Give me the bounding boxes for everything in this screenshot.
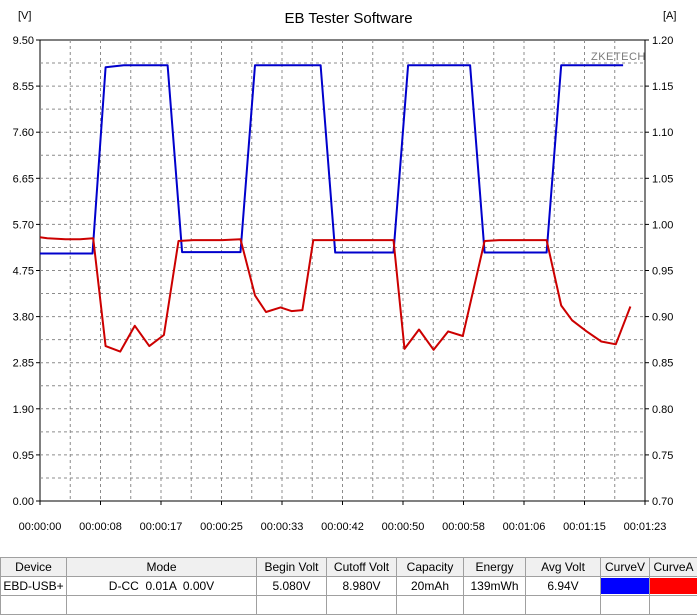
y2-tick-label: 1.10 (652, 127, 673, 139)
y2-tick-label: 1.00 (652, 219, 673, 231)
header-cutoff-volt[interactable]: Cutoff Volt (327, 558, 397, 577)
y2-tick-label: 1.15 (652, 81, 673, 93)
x-tick-label: 00:00:00 (19, 521, 62, 533)
status-header-row: Device Mode Begin Volt Cutoff Volt Capac… (1, 558, 697, 577)
header-capacity[interactable]: Capacity (397, 558, 464, 577)
y-tick-label: 5.70 (13, 219, 34, 231)
cell-begin-volt[interactable]: 5.080V (257, 577, 327, 596)
y-tick-label: 2.85 (13, 358, 34, 370)
header-curve-v[interactable]: CurveV (601, 558, 650, 577)
y-tick-label: 3.80 (13, 312, 34, 324)
status-empty-row (1, 596, 697, 615)
y2-tick-label: 1.05 (652, 173, 673, 185)
x-tick-label: 00:01:06 (503, 521, 546, 533)
cell-cutoff-volt[interactable]: 8.980V (327, 577, 397, 596)
y-tick-label: 7.60 (13, 127, 34, 139)
y2-tick-label: 0.80 (652, 404, 673, 416)
y-tick-label: 6.65 (13, 173, 34, 185)
watermark-text: ZKETECH (591, 51, 646, 63)
y2-tick-label: 0.70 (652, 496, 673, 508)
x-tick-label: 00:00:25 (200, 521, 243, 533)
y2-tick-label: 0.85 (652, 358, 673, 370)
header-device[interactable]: Device (1, 558, 67, 577)
y-tick-label: 4.75 (13, 266, 34, 278)
curve-v-color-swatch[interactable] (601, 577, 650, 596)
x-tick-label: 00:00:42 (321, 521, 364, 533)
status-table: Device Mode Begin Volt Cutoff Volt Capac… (0, 557, 697, 615)
header-begin-volt[interactable]: Begin Volt (257, 558, 327, 577)
header-avg-volt[interactable]: Avg Volt (526, 558, 601, 577)
chart-svg: 9.50 1.20 8.55 1.15 7.60 1.10 6.65 1.05 5.70 1.00… (0, 0, 697, 555)
cell-mode[interactable]: D-CC 0.01A 0.00V (67, 577, 257, 596)
cell-avg-volt[interactable]: 6.94V (526, 577, 601, 596)
y-tick-label: 0.00 (13, 496, 34, 508)
header-energy[interactable]: Energy (464, 558, 526, 577)
x-tick-label: 00:00:33 (261, 521, 304, 533)
y2-tick-label: 0.75 (652, 450, 673, 462)
x-tick-label: 00:00:50 (382, 521, 425, 533)
x-tick-label: 00:00:08 (79, 521, 122, 533)
x-tick-label: 00:00:58 (442, 521, 485, 533)
status-data-row[interactable]: EBD-USB+ D-CC 0.01A 0.00V 5.080V 8.980V … (1, 577, 697, 596)
cell-capacity[interactable]: 20mAh (397, 577, 464, 596)
cell-energy[interactable]: 139mWh (464, 577, 526, 596)
x-tick-label: 00:01:23 (624, 521, 667, 533)
y-tick-label: 8.55 (13, 81, 34, 93)
y2-tick-label: 1.20 (652, 35, 673, 47)
y2-tick-label: 0.90 (652, 312, 673, 324)
header-curve-a[interactable]: CurveA (650, 558, 697, 577)
y-tick-label: 9.50 (13, 35, 34, 47)
x-tick-label: 00:00:17 (140, 521, 183, 533)
y2-tick-label: 0.95 (652, 266, 673, 278)
x-tick-label: 00:01:15 (563, 521, 606, 533)
y-tick-label: 1.90 (13, 404, 34, 416)
header-mode[interactable]: Mode (67, 558, 257, 577)
cell-device[interactable]: EBD-USB+ (1, 577, 67, 596)
y-tick-label: 0.95 (13, 450, 34, 462)
curve-a-color-swatch[interactable] (650, 577, 697, 596)
